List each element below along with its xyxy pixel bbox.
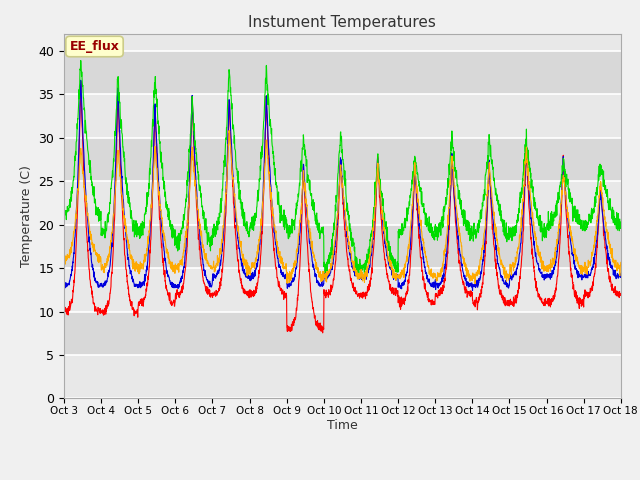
- AirT: [371, 206, 379, 212]
- li77_temp: [505, 285, 513, 291]
- AirT: [617, 260, 625, 265]
- Bar: [64, 51, 621, 95]
- li77_temp: [216, 267, 223, 273]
- Text: EE_flux: EE_flux: [70, 40, 120, 53]
- li75_t: [617, 292, 625, 298]
- li77_temp: [584, 275, 591, 280]
- Bar: [64, 312, 621, 355]
- Line: li75_t: li75_t: [64, 81, 621, 333]
- X-axis label: Time: Time: [327, 419, 358, 432]
- SonicT: [216, 212, 223, 218]
- SonicT: [568, 199, 576, 204]
- li75_t: [584, 293, 591, 299]
- SonicT: [371, 179, 379, 185]
- li75_t: [568, 272, 576, 278]
- li75_t: [359, 289, 367, 295]
- li77_temp: [359, 274, 367, 280]
- li75_t: [371, 222, 379, 228]
- AirT: [225, 128, 233, 133]
- AirT: [584, 264, 591, 270]
- AirT: [505, 277, 513, 283]
- SonicT: [77, 58, 84, 63]
- li77_temp: [371, 211, 379, 216]
- Bar: [64, 95, 621, 138]
- Bar: [64, 355, 621, 398]
- Y-axis label: Temperature (C): Temperature (C): [20, 165, 33, 267]
- SonicT: [505, 224, 513, 229]
- AirT: [568, 238, 576, 244]
- li77_temp: [617, 270, 625, 276]
- li75_t: [60, 309, 68, 315]
- Legend: li75_t, li77_temp, SonicT, AirT: li75_t, li77_temp, SonicT, AirT: [145, 479, 540, 480]
- SonicT: [584, 222, 591, 228]
- li75_t: [216, 283, 223, 289]
- Line: SonicT: SonicT: [64, 60, 621, 279]
- Bar: [64, 181, 621, 225]
- li77_temp: [77, 77, 84, 83]
- Bar: [64, 138, 621, 181]
- li77_temp: [468, 288, 476, 294]
- SonicT: [360, 276, 368, 282]
- Title: Instument Temperatures: Instument Temperatures: [248, 15, 436, 30]
- Line: li77_temp: li77_temp: [64, 80, 621, 291]
- SonicT: [617, 224, 625, 230]
- AirT: [216, 256, 223, 262]
- SonicT: [60, 208, 68, 214]
- Bar: [64, 225, 621, 268]
- li75_t: [319, 330, 326, 336]
- li77_temp: [568, 252, 576, 257]
- li75_t: [77, 78, 84, 84]
- Bar: [64, 268, 621, 312]
- AirT: [359, 278, 367, 284]
- SonicT: [359, 267, 367, 273]
- AirT: [471, 281, 479, 287]
- AirT: [60, 260, 68, 265]
- li77_temp: [60, 282, 68, 288]
- li75_t: [505, 300, 513, 306]
- Line: AirT: AirT: [64, 131, 621, 284]
